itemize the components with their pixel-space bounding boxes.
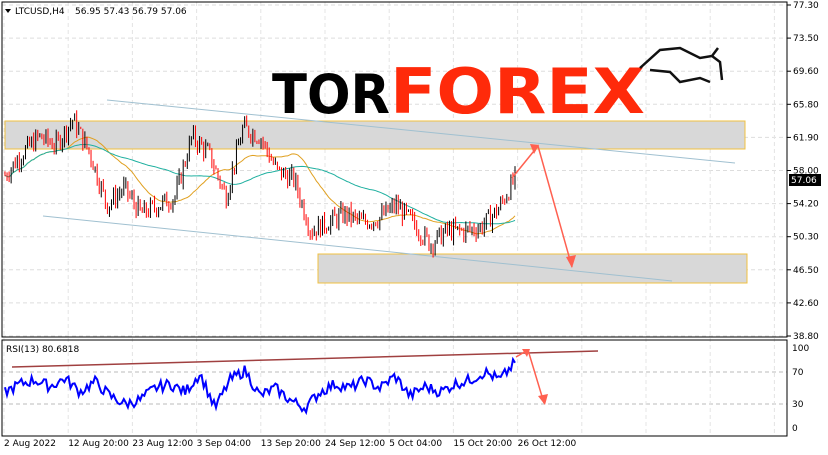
price-axis: 77.30 73.50 69.60 65.80 61.90 58.00 54.20 50.30…: [787, 1, 819, 342]
resistance-zone: [4, 120, 746, 150]
rsi-tick-label: 0: [792, 424, 798, 434]
ma-slow-line: [4, 143, 516, 225]
y-tick-label: 69.60: [793, 67, 819, 77]
last-price-badge: [789, 174, 821, 186]
channel-upper-line[interactable]: [106, 99, 736, 164]
x-tick-label: 26 Oct 12:00: [518, 439, 577, 449]
price-panel-border: [1, 1, 788, 338]
y-tick-label: 58.00: [793, 167, 819, 177]
rsi-tick-label: 30: [792, 400, 804, 410]
rsi-panel-border: [1, 339, 788, 437]
bull-icon: [639, 46, 724, 84]
x-tick-label: 13 Sep 20:00: [261, 439, 321, 449]
rsi-trend-line[interactable]: [11, 350, 599, 368]
channel-lower-line[interactable]: [42, 215, 673, 282]
x-tick-label: 23 Aug 12:00: [132, 439, 193, 449]
y-tick-label: 73.50: [793, 34, 819, 44]
rsi-tick-label: 70: [792, 368, 804, 378]
rsi-series: [4, 356, 516, 416]
candles: [4, 110, 516, 258]
moving-averages: [4, 136, 516, 235]
rsi-forecast-arrow: [515, 348, 545, 404]
price-forecast-arrow: [511, 144, 573, 268]
rsi-line: [4, 356, 516, 416]
y-tick-label: 42.60: [793, 299, 819, 309]
y-tick-label: 54.20: [793, 200, 819, 210]
rsi-label: RSI(13) 80.6818: [6, 345, 79, 355]
time-axis: 2 Aug 2022 12 Aug 20:00 23 Aug 12:00 3 Sep …: [4, 439, 577, 449]
ohlc-label: 56.95 57.43 56.79 57.06: [75, 7, 187, 17]
x-tick-label: 15 Oct 20:00: [453, 439, 512, 449]
y-tick-label: 50.30: [793, 233, 819, 243]
ma-fast-line: [4, 136, 516, 235]
x-tick-label: 24 Sep 12:00: [325, 439, 385, 449]
logo: TOR FOREX: [272, 46, 724, 128]
rsi-axis: 100 70 30 0: [792, 344, 809, 434]
logo-forex: FOREX: [390, 55, 645, 128]
x-tick-label: 12 Aug 20:00: [68, 439, 129, 449]
logo-tor: TOR: [272, 63, 390, 126]
last-price-label: 57.06: [791, 176, 817, 186]
y-tick-label: 46.50: [793, 266, 819, 276]
arrowheads: [530, 144, 576, 268]
symbol-label: LTCUSD,H4: [15, 7, 65, 17]
rsi-tick-label: 100: [792, 344, 809, 354]
y-tick-label: 38.80: [793, 332, 819, 342]
x-tick-label: 5 Oct 04:00: [389, 439, 442, 449]
support-zone: [317, 253, 748, 284]
rsi-arrowheads: [522, 349, 548, 405]
y-tick-label: 77.30: [793, 1, 819, 11]
dropdown-triangle-icon[interactable]: [5, 9, 11, 13]
x-tick-label: 2 Aug 2022: [4, 439, 56, 449]
x-tick-label: 3 Sep 04:00: [197, 439, 252, 449]
y-tick-label: 65.80: [793, 100, 819, 110]
y-tick-label: 61.90: [793, 133, 819, 143]
